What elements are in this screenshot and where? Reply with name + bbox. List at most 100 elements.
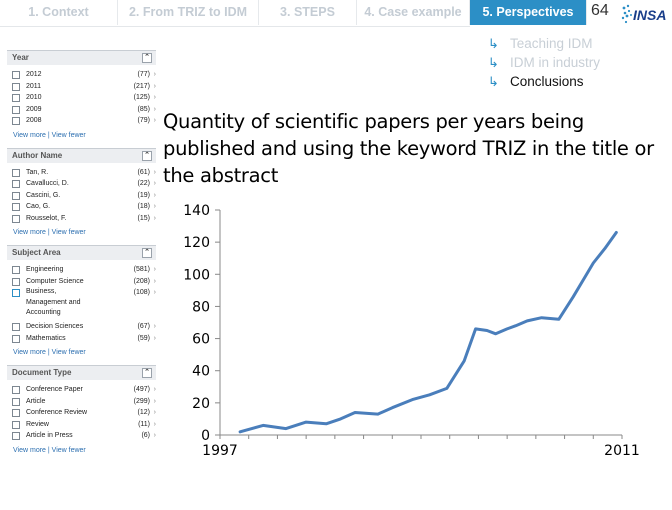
collapse-icon[interactable]: ⌃ — [142, 248, 152, 258]
filter-label: Review — [26, 420, 49, 428]
filter-count: (67) — [137, 323, 150, 330]
chevron-right-icon[interactable]: › — [153, 94, 156, 101]
chevron-right-icon[interactable]: › — [153, 117, 156, 124]
filter-count: (59) — [137, 334, 150, 342]
chevron-right-icon[interactable]: › — [153, 289, 156, 296]
checkbox[interactable] — [12, 82, 20, 91]
panel-header[interactable]: Subject Area ⌃ — [7, 245, 156, 260]
chevron-right-icon[interactable]: › — [153, 82, 156, 90]
checkbox[interactable] — [12, 180, 20, 188]
tab-steps[interactable]: 3. STEPS — [259, 0, 357, 25]
chevron-right-icon[interactable]: › — [153, 105, 156, 113]
chevron-right-icon[interactable]: › — [153, 203, 156, 210]
checkbox[interactable] — [12, 266, 20, 274]
filter-label: Cascini, G. — [26, 191, 61, 199]
checkbox[interactable] — [12, 94, 20, 102]
checkbox[interactable] — [12, 105, 20, 114]
checkbox[interactable] — [12, 397, 20, 406]
submenu-item-label: Teaching IDM — [510, 36, 593, 51]
perspectives-submenu: ↳ Teaching IDM ↳ IDM in industry ↳ Concl… — [488, 34, 600, 91]
checkbox[interactable] — [12, 277, 20, 286]
chevron-right-icon[interactable]: › — [153, 191, 156, 199]
panel-title: Author Name — [12, 150, 63, 160]
filter-row: Review (11) › — [7, 419, 156, 431]
filter-label: Tan, R. — [26, 168, 49, 176]
logo-text: INSA — [633, 7, 666, 23]
checkbox[interactable] — [12, 323, 20, 331]
filter-row: 2008 (79) › — [7, 115, 156, 127]
checkbox[interactable] — [12, 420, 20, 429]
y-tick-label: 20 — [192, 396, 210, 412]
checkbox[interactable] — [12, 203, 20, 211]
insa-logo: INSA — [621, 4, 666, 24]
chevron-right-icon[interactable]: › — [153, 409, 156, 416]
chevron-right-icon[interactable]: › — [153, 432, 156, 439]
filter-count: (581) — [133, 266, 150, 273]
filter-sidebar: Year ⌃ 2012 (77) › 2011 (217) › 2010 (125) › 2… — [7, 50, 156, 463]
panel-title: Year — [12, 53, 29, 62]
tab-context[interactable]: 1. Context — [0, 0, 118, 25]
chevron-right-icon[interactable]: › — [153, 323, 156, 330]
filter-row: Cascini, G. (19) › — [7, 190, 156, 202]
chevron-right-icon[interactable]: › — [153, 277, 156, 285]
view-more-link[interactable]: View more | View fewer — [13, 446, 86, 454]
checkbox[interactable] — [12, 409, 20, 417]
filter-count: (12) — [137, 409, 150, 416]
y-tick-label: 120 — [183, 235, 210, 251]
filter-row: 2010 (125) › — [7, 92, 156, 104]
filter-count: (18) — [137, 203, 150, 210]
chevron-right-icon[interactable]: › — [153, 386, 156, 393]
collapse-icon[interactable]: ⌃ — [142, 368, 152, 378]
panel-header[interactable]: Year ⌃ — [7, 50, 156, 65]
y-tick-label: 100 — [183, 267, 210, 283]
checkbox[interactable] — [12, 214, 20, 223]
panel-header[interactable]: Author Name ⌃ — [7, 147, 156, 163]
filter-row: Cavallucci, D. (22) › — [7, 178, 156, 190]
submenu-item-conclusions[interactable]: ↳ Conclusions — [488, 72, 600, 91]
collapse-icon[interactable]: ⌃ — [142, 53, 152, 63]
chevron-right-icon[interactable]: › — [153, 397, 156, 405]
submenu-item-idm-in-industry[interactable]: ↳ IDM in industry — [488, 53, 600, 72]
view-more-link[interactable]: View more | View fewer — [13, 131, 86, 139]
filter-row: Business, Management and Accounting (108)… — [7, 287, 156, 321]
papers-per-year-line-chart: 0 20 40 60 80 100 120 140 1997 2011 — [183, 203, 640, 459]
filter-row: Tan, R. (61) › — [7, 167, 156, 179]
checkbox[interactable] — [12, 168, 20, 177]
filter-row: Article in Press (6) › — [7, 430, 156, 442]
slide-title: Quantity of scientific papers per years … — [163, 110, 654, 187]
checkbox[interactable] — [12, 71, 20, 79]
collapse-icon[interactable]: ⌃ — [142, 150, 152, 161]
checkbox[interactable] — [12, 386, 20, 394]
checkbox[interactable] — [12, 289, 20, 297]
submenu-item-teaching-idm[interactable]: ↳ Teaching IDM — [488, 34, 600, 53]
panel-header[interactable]: Document Type ⌃ — [7, 365, 156, 380]
view-more-link[interactable]: View more | View fewer — [13, 229, 86, 236]
filter-count: (208) — [133, 277, 150, 285]
chevron-right-icon[interactable]: › — [153, 214, 156, 222]
filter-count: (22) — [137, 180, 150, 187]
filter-label: Conference Review — [26, 409, 88, 416]
filter-label: Cao, G. — [26, 203, 51, 210]
tab-perspectives[interactable]: 5. Perspectives — [470, 0, 587, 25]
chevron-right-icon[interactable]: › — [153, 266, 156, 273]
panel-title: Subject Area — [12, 248, 61, 257]
chevron-right-icon[interactable]: › — [153, 168, 156, 176]
filter-row: 2009 (85) › — [7, 104, 156, 116]
chevron-right-icon[interactable]: › — [153, 334, 156, 342]
chevron-right-icon[interactable]: › — [153, 180, 156, 187]
filter-row: Conference Paper (497) › — [7, 384, 156, 396]
checkbox[interactable] — [12, 117, 20, 125]
checkbox[interactable] — [12, 334, 20, 343]
tab-from-triz-to-idm[interactable]: 2. From TRIZ to IDM — [118, 0, 259, 25]
chevron-right-icon[interactable]: › — [153, 71, 156, 78]
tab-case-example[interactable]: 4. Case example — [357, 0, 470, 25]
checkbox[interactable] — [12, 432, 20, 440]
view-more-link[interactable]: View more | View fewer — [13, 349, 86, 356]
filter-row: 2012 (77) › — [7, 69, 156, 81]
filter-row: 2011 (217) › — [7, 81, 156, 93]
filter-label: 2012 — [26, 71, 42, 78]
series-line — [238, 231, 618, 434]
chevron-right-icon[interactable]: › — [153, 420, 156, 428]
checkbox[interactable] — [12, 191, 20, 200]
filter-panel-author-name: Author Name ⌃ Tan, R. (61) › Cavallucci, D… — [7, 147, 156, 239]
